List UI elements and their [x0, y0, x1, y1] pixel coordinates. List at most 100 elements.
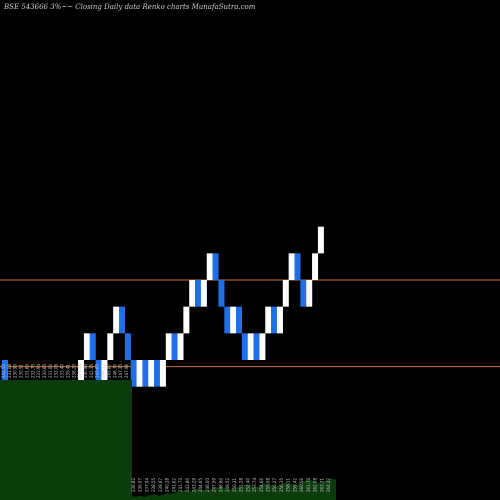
- date-label: 237.94: [144, 478, 149, 492]
- renko-brick: [189, 280, 196, 307]
- renko-brick: [218, 280, 225, 307]
- renko-brick: [259, 333, 266, 360]
- renko-brick: [241, 333, 248, 360]
- renko-brick: [195, 280, 202, 307]
- renko-brick: [294, 253, 301, 280]
- renko-brick: [124, 333, 131, 360]
- renko-brick: [2, 360, 8, 387]
- renko-brick: [271, 306, 278, 334]
- date-label: 255.08: [266, 478, 271, 492]
- date-label: 246.00: [205, 478, 210, 492]
- date-label: 262.08: [313, 478, 318, 492]
- date-label: 243.60: [95, 364, 100, 378]
- date-label: 232.75: [30, 364, 35, 378]
- renko-brick: [107, 333, 114, 360]
- date-label: 243.29: [192, 478, 197, 492]
- renko-brick: [265, 306, 272, 334]
- date-label: 249.52: [225, 478, 230, 492]
- date-label: 235.41: [65, 364, 70, 378]
- date-label: 247.59: [212, 478, 217, 492]
- date-label: 242.35: [89, 364, 94, 378]
- date-label: 232.52: [1, 364, 6, 378]
- date-label: 254.66: [259, 478, 264, 492]
- renko-brick: [136, 360, 143, 387]
- date-label: 241.62: [171, 478, 176, 492]
- renko-brick: [276, 306, 283, 334]
- date-label: 256.27: [272, 478, 277, 492]
- date-label: 230.90: [13, 364, 18, 378]
- date-label: 231.94: [36, 364, 41, 378]
- date-label: 230.85: [42, 364, 47, 378]
- date-label: 241.73: [178, 478, 183, 492]
- renko-brick: [183, 306, 190, 334]
- date-label: 238.55: [151, 478, 156, 492]
- date-label: 233.40: [60, 364, 65, 378]
- date-label: 230.51: [19, 364, 24, 378]
- renko-brick: [282, 280, 289, 307]
- renko-brick: [177, 333, 184, 360]
- renko-brick: [101, 360, 108, 387]
- date-label: 250.31: [232, 478, 237, 492]
- date-label: 231.00: [48, 364, 53, 378]
- date-label: 232.06: [54, 364, 59, 378]
- date-labels: 232.52 231.08 230.90 230.51 231.60 232.75 231.…: [1, 364, 331, 492]
- chart-title: BSE 543666 3%~~ Closing Daily data Renko…: [4, 3, 256, 11]
- date-label: 251.28: [239, 478, 244, 492]
- date-label: 236.07: [138, 478, 143, 492]
- date-label: 247.35: [118, 364, 123, 378]
- renko-brick: [206, 253, 213, 280]
- renko-brick: [247, 333, 254, 360]
- date-label: 260.56: [299, 478, 304, 492]
- date-label: 256.35: [279, 478, 284, 492]
- date-label: 263.31: [319, 478, 324, 492]
- date-label: 258.11: [286, 478, 291, 492]
- renko-brick: [230, 306, 237, 334]
- renko-brick: [200, 280, 207, 307]
- renko-brick: [95, 360, 102, 387]
- date-label: 239.44: [77, 364, 82, 378]
- renko-brick: [130, 360, 137, 387]
- renko-brick: [224, 306, 231, 334]
- renko-brick: [89, 333, 96, 360]
- volume-area-right: [132, 478, 336, 500]
- renko-brick: [236, 306, 242, 334]
- date-label: 231.60: [24, 364, 29, 378]
- renko-brick: [288, 253, 295, 280]
- date-label: 264.22: [326, 478, 331, 492]
- renko-brick: [154, 360, 161, 387]
- renko-brick: [83, 333, 90, 360]
- date-label: 246.70: [112, 364, 117, 378]
- date-label: 239.67: [158, 478, 163, 492]
- renko-brick: [312, 253, 319, 280]
- date-label: 259.42: [292, 478, 297, 492]
- renko-brick: [300, 280, 307, 307]
- volume-area: [0, 380, 336, 500]
- date-label: 245.87: [106, 364, 111, 378]
- date-label: 244.12: [101, 364, 106, 378]
- date-label: 261.73: [306, 478, 311, 492]
- renko-brick: [119, 306, 125, 334]
- renko-brick: [165, 333, 172, 360]
- renko-brick: [212, 253, 219, 280]
- renko-brick: [306, 280, 313, 307]
- renko-brick: [142, 360, 149, 387]
- renko-brick: [171, 333, 178, 360]
- date-label: 252.40: [245, 478, 250, 492]
- date-label: 242.80: [185, 478, 190, 492]
- renko-brick: [148, 360, 155, 387]
- date-label: 238.20: [71, 364, 76, 378]
- date-label: 240.28: [165, 478, 170, 492]
- date-label: 240.90: [83, 364, 88, 378]
- renko-brick: [317, 226, 324, 254]
- volume-block-left: [0, 380, 132, 500]
- date-label: 248.60: [218, 478, 223, 492]
- date-label: 253.74: [252, 478, 257, 492]
- date-label: 236.82: [131, 478, 136, 492]
- renko-brick: [113, 306, 120, 334]
- renko-brick: [78, 360, 85, 387]
- date-label: 244.65: [198, 478, 203, 492]
- renko-brick: [159, 360, 166, 387]
- date-label: 231.08: [7, 364, 12, 378]
- date-label: 247.96: [124, 364, 129, 378]
